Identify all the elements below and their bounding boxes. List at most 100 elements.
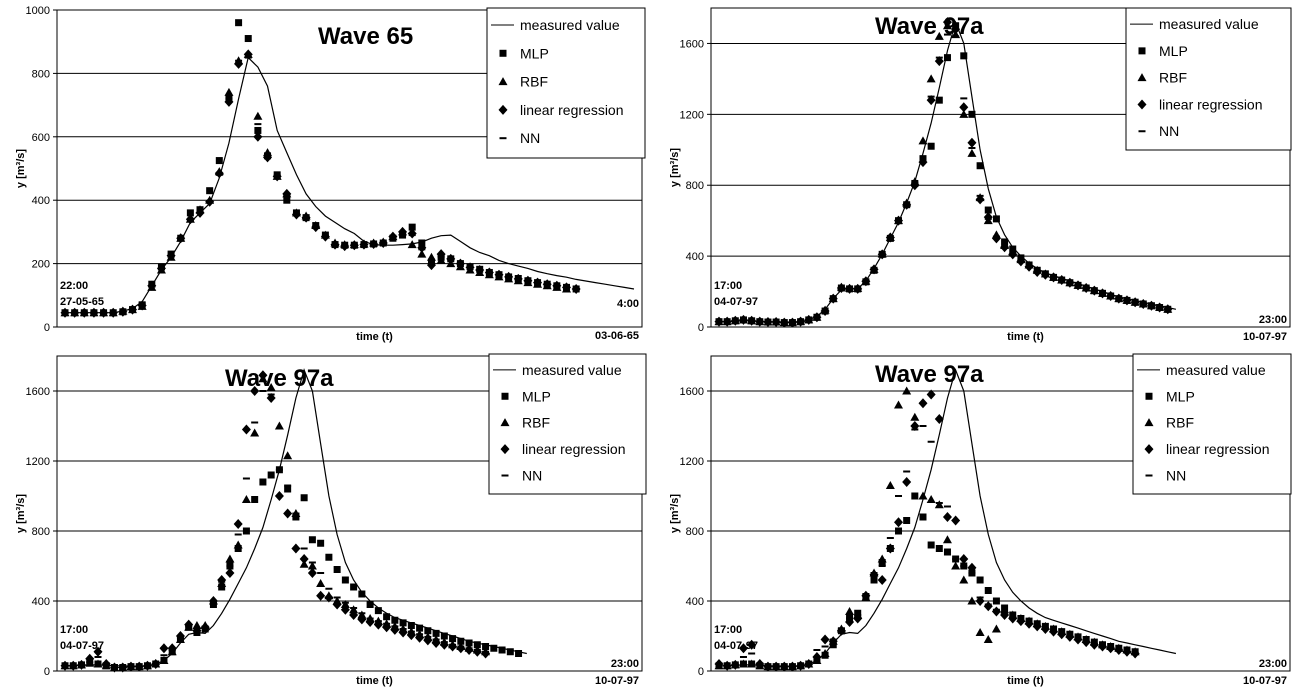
point-rbf — [967, 596, 977, 605]
point-linear-regression — [820, 634, 830, 645]
start-date-label: 04-07-97 — [714, 296, 758, 308]
point-linear-regression — [274, 491, 284, 501]
point-nn — [399, 232, 407, 235]
point-linear-regression — [241, 424, 251, 435]
point-linear-regression — [942, 17, 952, 28]
legend-box — [1125, 7, 1292, 151]
point-linear-regression — [926, 389, 936, 400]
point-rbf — [926, 495, 936, 503]
point-linear-regression — [299, 554, 309, 564]
end-date-label: 03-06-65 — [595, 330, 639, 342]
point-nn — [854, 614, 862, 616]
point-linear-regression — [918, 157, 928, 168]
point-nn — [77, 663, 85, 666]
y-tick-label: 0 — [44, 666, 50, 678]
point-mlp — [383, 613, 391, 621]
point-nn — [129, 307, 137, 310]
point-rbf — [959, 575, 969, 584]
point-linear-regression — [885, 543, 895, 554]
point-nn — [379, 241, 387, 244]
legend-box — [1132, 353, 1292, 495]
series-nn — [61, 390, 490, 669]
point-nn — [69, 664, 77, 667]
point-nn — [862, 593, 870, 595]
point-nn — [1107, 646, 1115, 649]
point-nn — [482, 650, 490, 653]
start-date-label: 27-05-65 — [60, 296, 104, 308]
point-nn — [1131, 651, 1139, 654]
point-mlp — [498, 646, 506, 654]
point-rbf — [983, 635, 993, 643]
point-nn — [1139, 302, 1147, 305]
point-rbf — [918, 136, 928, 145]
point-nn — [350, 243, 358, 246]
legend-box — [488, 353, 647, 495]
point-rbf — [934, 31, 944, 40]
point-mlp — [408, 223, 416, 231]
point-rbf — [967, 148, 977, 157]
point-nn — [1041, 627, 1049, 630]
point-linear-regression — [214, 168, 224, 179]
point-nn — [331, 242, 339, 245]
point-rbf — [253, 111, 263, 120]
point-nn — [534, 281, 542, 284]
point-linear-regression — [877, 575, 887, 585]
point-nn — [813, 316, 821, 319]
point-rbf — [93, 659, 103, 668]
point-linear-regression — [324, 592, 334, 603]
point-nn — [485, 272, 493, 275]
point-mlp — [465, 639, 473, 647]
point-mlp — [416, 624, 424, 632]
point-nn — [341, 244, 349, 247]
point-rbf — [316, 579, 326, 587]
point-nn — [553, 285, 561, 288]
legend-label: measured value — [1166, 362, 1266, 378]
point-nn — [235, 59, 243, 62]
point-linear-regression — [894, 517, 904, 528]
point-linear-regression — [918, 398, 928, 409]
point-nn — [1123, 299, 1131, 302]
point-linear-regression — [934, 56, 944, 67]
point-linear-regression — [951, 24, 961, 35]
point-rbf — [159, 656, 169, 664]
point-mlp — [927, 142, 935, 150]
point-nn — [1098, 292, 1106, 295]
point-mlp — [366, 601, 374, 608]
point-nn — [1009, 252, 1017, 255]
point-nn — [797, 664, 805, 667]
point-nn — [1090, 289, 1098, 292]
point-nn — [473, 649, 481, 651]
point-nn — [100, 311, 108, 314]
point-nn — [772, 321, 780, 324]
legend-label: linear regression — [1159, 96, 1263, 112]
point-mlp — [333, 566, 341, 573]
point-nn — [854, 287, 862, 290]
point-linear-regression — [991, 606, 1001, 617]
point-mlp — [341, 576, 349, 584]
point-nn — [370, 242, 378, 245]
end-time-label: 23:00 — [1259, 658, 1287, 670]
series-linear-regression — [714, 17, 1173, 328]
y-axis-label: y [m³/s] — [669, 148, 681, 187]
legend-label: RBF — [1159, 70, 1187, 86]
point-mlp — [515, 650, 523, 657]
series-nn — [715, 33, 1172, 324]
point-mlp — [242, 527, 250, 535]
point-nn — [1050, 276, 1058, 279]
point-nn — [374, 620, 382, 623]
start-time-label: 22:00 — [60, 280, 88, 292]
x-axis-label: time (t) — [1007, 675, 1044, 687]
point-nn — [943, 505, 951, 508]
point-mlp — [186, 209, 194, 217]
point-nn — [878, 253, 886, 256]
chart-wave-97a-bottom-right: 0 400 800 1200 1600 time (t) y [m³/s] Wave 97a 1… — [669, 353, 1292, 687]
point-mlp — [391, 616, 399, 624]
point-nn — [1107, 294, 1115, 297]
legend-marker — [1137, 73, 1147, 82]
point-linear-regression — [349, 610, 359, 620]
point-nn — [432, 638, 440, 641]
point-nn — [275, 468, 283, 471]
point-linear-regression — [951, 515, 961, 526]
point-rbf — [959, 109, 969, 118]
point-nn — [739, 318, 747, 321]
